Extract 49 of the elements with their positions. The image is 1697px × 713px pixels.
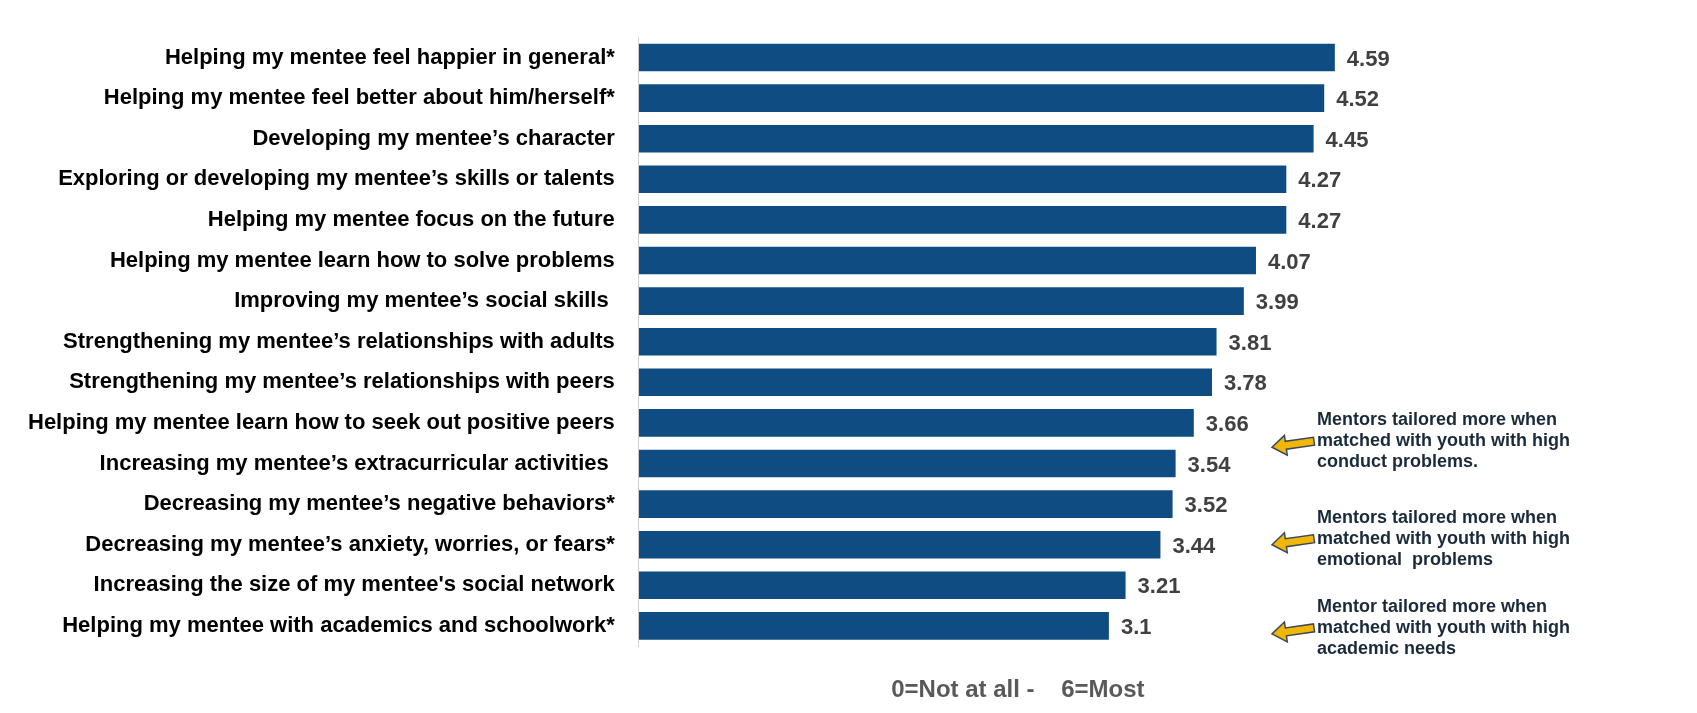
y-tick-label: Helping my mentee feel happier in general* <box>164 43 616 69</box>
bar <box>638 530 1161 559</box>
y-tick-label: Exploring or developing my mentee’s skills or talents <box>58 165 615 191</box>
bar <box>638 571 1126 600</box>
bar <box>638 124 1314 153</box>
bar <box>638 612 1109 640</box>
y-tick-label: Strengthening my mentee’s relationships with adults <box>63 327 615 353</box>
y-tick-label: Decreasing my mentee’s negative behaviors* <box>143 490 616 516</box>
annotation: Mentor tailored more when matched with youth with high academic needs <box>1317 595 1570 658</box>
data-label: 3.66 <box>1205 410 1249 436</box>
bar <box>638 327 1217 356</box>
y-tick-label: Helping my mentee feel better about him/herself* <box>103 84 616 110</box>
data-label: 4.59 <box>1346 45 1390 71</box>
x-axis-title: 0=Not at all - 6=Most <box>891 675 1145 703</box>
bar <box>638 490 1173 518</box>
y-tick-label: Helping my mentee with academics and schoolwork* <box>62 611 616 637</box>
annotation: Mentors tailored more when matched with youth with high conduct problems. <box>1317 409 1570 472</box>
data-label: 3.81 <box>1228 329 1272 355</box>
y-tick-label: Helping my mentee focus on the future <box>207 205 615 231</box>
data-label: 3.1 <box>1120 613 1152 639</box>
data-label: 3.52 <box>1184 492 1228 518</box>
data-label: 3.78 <box>1224 370 1267 396</box>
y-tick-label: Increasing my mentee’s extracurricular activities <box>99 449 615 475</box>
bar <box>638 287 1244 315</box>
bar <box>638 449 1176 478</box>
bar <box>638 43 1335 72</box>
y-tick-label: Decreasing my mentee’s anxiety, worries, or fears* <box>85 530 616 556</box>
data-label: 4.52 <box>1336 86 1380 112</box>
data-label: 3.99 <box>1255 289 1299 315</box>
data-label: 3.44 <box>1172 532 1217 558</box>
y-tick-label: Developing my mentee’s character <box>252 124 616 150</box>
y-tick-label: Strengthening my mentee’s relationships with peers <box>69 368 615 394</box>
data-label: 3.21 <box>1137 573 1181 599</box>
y-tick-label: Improving my mentee’s social skills <box>234 287 615 313</box>
data-label: 4.45 <box>1325 126 1369 152</box>
bar <box>638 409 1194 437</box>
bar <box>638 206 1287 234</box>
bar <box>638 246 1256 275</box>
data-label: 4.27 <box>1298 207 1342 233</box>
y-tick-label: Helping my mentee learn how to seek out positive peers <box>28 408 615 434</box>
annotation: Mentors tailored more when matched with youth with high emotional problems <box>1317 506 1570 569</box>
y-tick-label: Increasing the size of my mentee's social network <box>93 571 616 597</box>
data-label: 4.07 <box>1267 248 1311 274</box>
bar <box>638 84 1325 112</box>
bar <box>638 368 1213 397</box>
data-label: 3.54 <box>1187 451 1232 477</box>
data-label: 4.27 <box>1298 167 1342 193</box>
bar <box>638 165 1287 194</box>
y-tick-label: Helping my mentee learn how to solve problems <box>109 246 615 272</box>
